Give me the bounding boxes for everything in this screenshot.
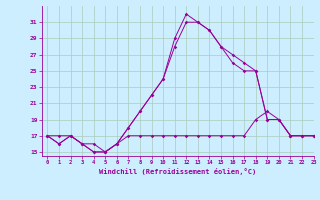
X-axis label: Windchill (Refroidissement éolien,°C): Windchill (Refroidissement éolien,°C) [99,168,256,175]
